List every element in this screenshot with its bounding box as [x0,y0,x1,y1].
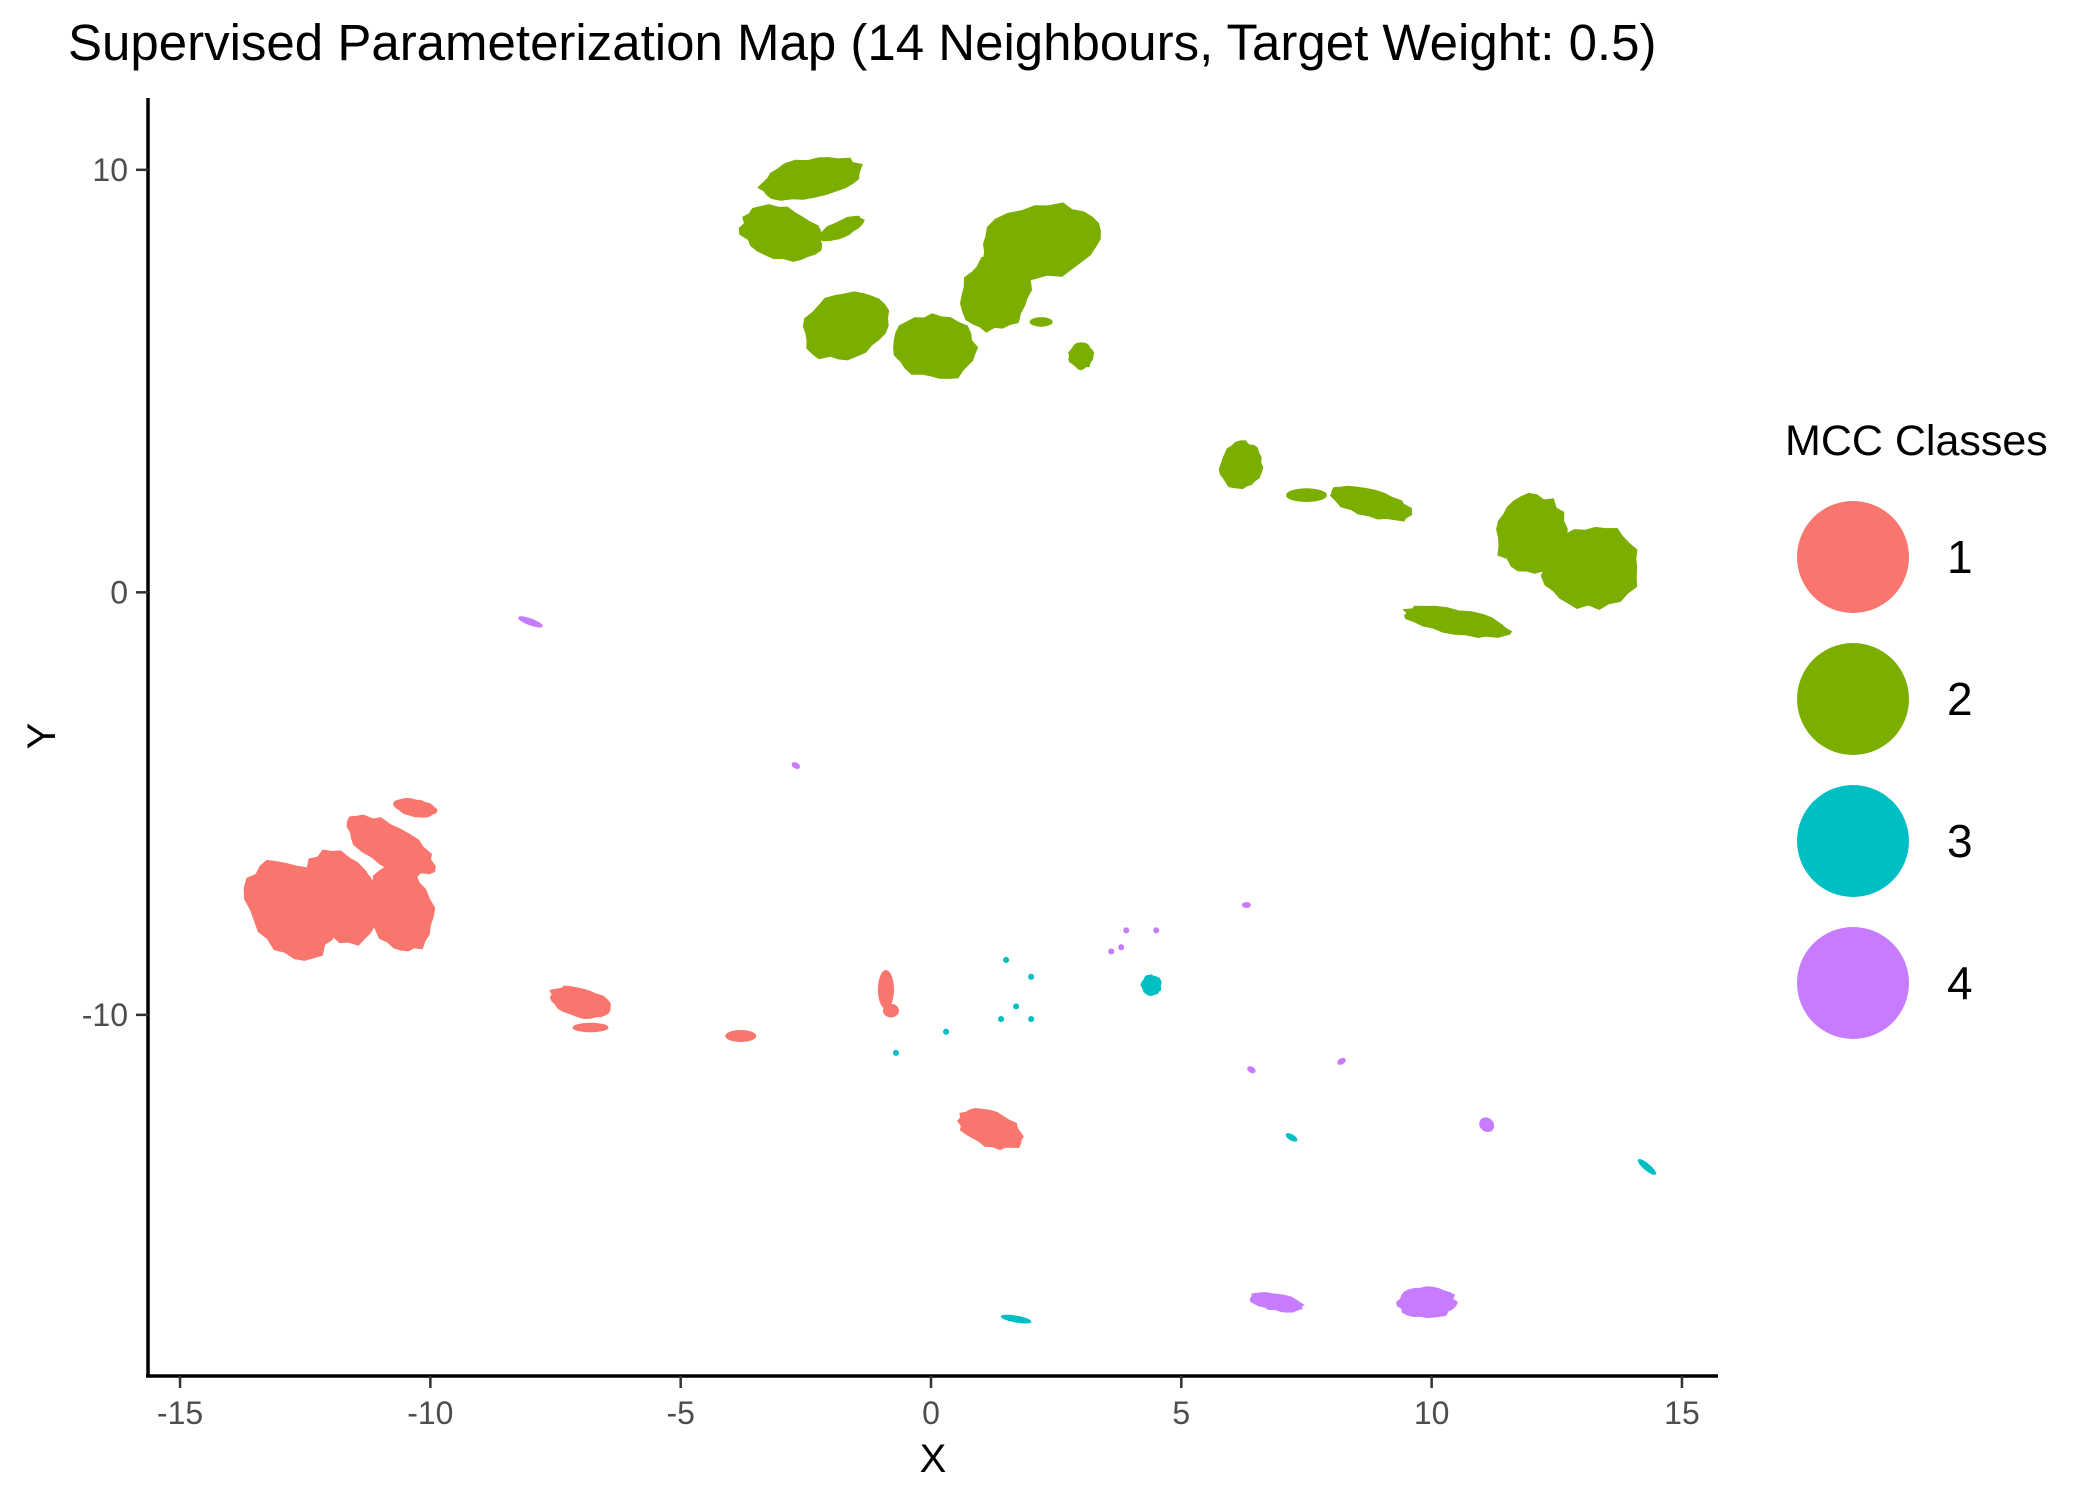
legend-swatch-1 [1797,501,1909,613]
cluster-4-1 [518,616,543,628]
series-1 [243,797,1024,1151]
cluster-3-9 [1285,1133,1298,1142]
y-tick-label: 0 [110,574,128,610]
x-tick-label: 0 [922,1395,940,1431]
cluster-4-5 [1153,927,1160,934]
series-2 [738,157,1638,639]
cluster-2-1 [757,157,863,201]
legend-label-2: 2 [1947,673,1973,725]
legend-swatch-2 [1797,643,1909,755]
cluster-1-11 [957,1107,1024,1151]
cluster-2-9 [1068,342,1095,371]
cluster-2-5 [893,313,979,379]
x-tick-label: -10 [407,1395,453,1431]
chart-title: Supervised Parameterization Map (14 Neig… [68,14,1656,71]
cluster-3-11 [1000,1314,1032,1324]
legend-swatch-3 [1797,785,1909,897]
cluster-3-6 [893,1049,900,1056]
cluster-3-2 [1003,956,1010,963]
legend-label-3: 3 [1947,815,1973,867]
cluster-3-7 [998,1016,1005,1023]
x-tick-label: 15 [1664,1395,1700,1431]
cluster-2-15 [1402,605,1513,639]
cluster-1-7 [572,1022,609,1033]
cluster-4-2 [791,762,800,769]
points-layer [243,157,1657,1324]
cluster-2-14 [1540,526,1638,610]
y-axis-ticks: -10 0 10 [82,152,148,1033]
cluster-3-8 [1028,1016,1035,1023]
cluster-4-9 [1337,1057,1346,1065]
y-tick-label: 10 [92,152,128,188]
cluster-2-11 [1285,488,1328,503]
cluster-1-4 [346,814,436,877]
cluster-4-10 [1479,1117,1495,1132]
cluster-2-12 [1329,485,1413,522]
y-axis-title: Y [20,723,64,750]
cluster-4-8 [1247,1066,1256,1074]
cluster-1-8 [725,1029,757,1043]
x-tick-label: 5 [1172,1395,1190,1431]
cluster-3-1 [1140,974,1162,997]
cluster-2-10 [1218,440,1264,490]
cluster-4-11 [1249,1292,1305,1313]
cluster-4-7 [1118,944,1125,951]
cluster-4-6 [1108,948,1115,955]
cluster-3-10 [1637,1159,1657,1175]
series-3 [893,956,1657,1324]
cluster-4-3 [1241,901,1251,909]
legend: MCC Classes 1 2 3 4 [1785,417,2048,1039]
x-axis-ticks: -15 -10 -5 0 5 10 15 [157,1376,1700,1431]
cluster-3-3 [1028,973,1035,980]
x-tick-label: -5 [666,1395,694,1431]
x-axis-title: X [920,1437,947,1481]
cluster-2-2 [738,204,823,262]
legend-label-1: 1 [1947,531,1973,583]
legend-swatch-4 [1797,927,1909,1039]
cluster-2-4 [802,291,890,361]
y-tick-label: -10 [82,997,128,1033]
cluster-1-3 [365,864,436,952]
cluster-1-5 [392,797,438,818]
legend-items: 1 2 3 4 [1797,501,1973,1039]
cluster-2-3 [818,215,865,242]
cluster-2-7 [982,202,1101,282]
cluster-1-10 [882,1003,900,1018]
cluster-2-8 [1029,317,1053,327]
cluster-3-4 [1013,1003,1020,1010]
cluster-1-6 [549,985,611,1020]
cluster-1-9 [877,969,895,1010]
legend-label-4: 4 [1947,957,1973,1009]
x-tick-label: 10 [1414,1395,1450,1431]
legend-title: MCC Classes [1785,417,2048,465]
series-4 [518,616,1495,1319]
x-tick-label: -15 [157,1395,203,1431]
cluster-4-4 [1123,927,1130,934]
cluster-4-12 [1396,1286,1459,1319]
cluster-3-5 [942,1028,949,1035]
